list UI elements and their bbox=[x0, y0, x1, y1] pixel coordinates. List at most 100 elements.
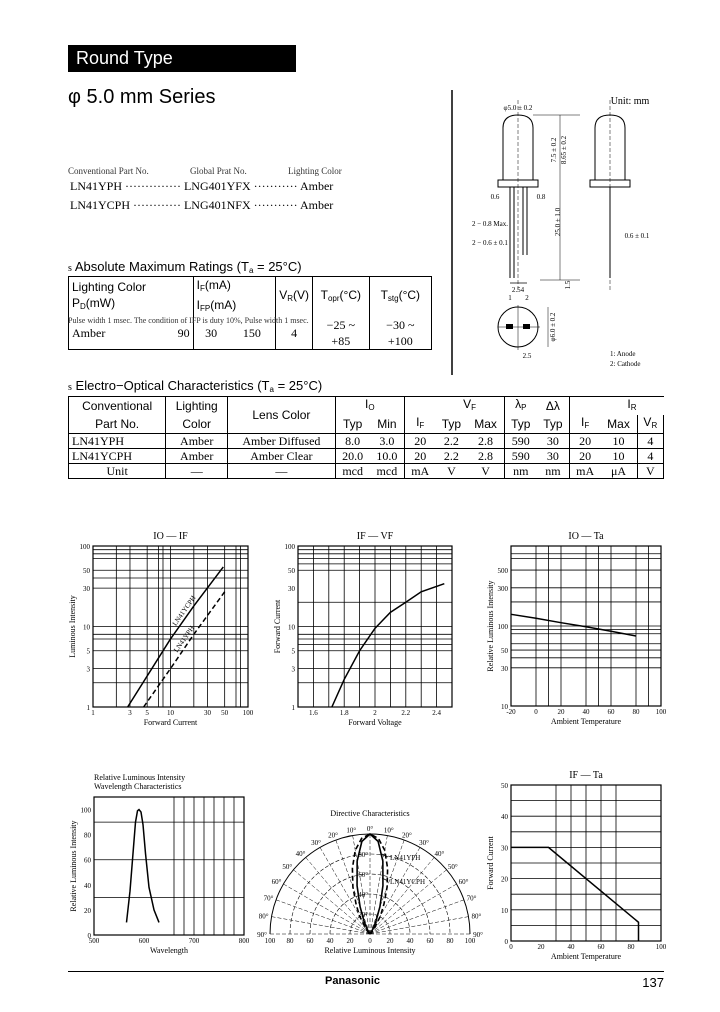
x-tick-label: 40 bbox=[568, 943, 576, 951]
cell: 10 bbox=[600, 448, 638, 464]
y-tick-label: 10 bbox=[288, 624, 296, 632]
y-tick-label: 60 bbox=[84, 857, 92, 865]
x-tick-label: 40 bbox=[407, 937, 415, 945]
global-part: LNG401YFX bbox=[183, 179, 251, 193]
x-tick-label: 60 bbox=[598, 943, 606, 951]
radius-label: 60° bbox=[358, 871, 368, 879]
cell: −25 ~ +85 bbox=[312, 317, 370, 350]
polar-spoke bbox=[369, 899, 465, 935]
y-tick-label: 20 bbox=[501, 876, 509, 884]
eo-row: LN41YPH Amber Amber Diffused 8.0 3.0 20 2.2 2.8… bbox=[67, 433, 665, 449]
x-tick-label: 3 bbox=[128, 709, 132, 717]
cell: 10.0 bbox=[369, 448, 405, 464]
series-lobe-LN41YCPH bbox=[356, 832, 384, 935]
x-tick-label: 2 bbox=[373, 709, 377, 717]
angle-label: 40° bbox=[296, 850, 306, 858]
angle-label: 30° bbox=[419, 839, 429, 847]
x-tick-label: 100 bbox=[656, 943, 667, 951]
angle-label: 0° bbox=[367, 825, 374, 833]
radius-label: 20° bbox=[358, 911, 368, 919]
unit-label: Unit: mm bbox=[611, 96, 650, 107]
y-tick-label: 50 bbox=[83, 567, 91, 575]
angle-label: 30° bbox=[311, 839, 321, 847]
cell: V bbox=[636, 463, 665, 479]
cell: 4 bbox=[636, 448, 665, 464]
cell: 590 bbox=[503, 433, 537, 449]
cell: −30 ~ +100 bbox=[368, 317, 433, 350]
x-tick-label: 80 bbox=[447, 937, 455, 945]
diameter-label: φ5.0 ± 0.2 bbox=[504, 104, 533, 112]
conv-part: LN41YPH bbox=[70, 179, 123, 193]
polar-spoke bbox=[369, 869, 447, 935]
global-part: LNG401NFX bbox=[183, 198, 251, 212]
lead-pad bbox=[506, 324, 513, 329]
lead-dim-label: 0.6 bbox=[491, 193, 500, 201]
polar-spoke bbox=[271, 916, 371, 935]
th: Max bbox=[607, 417, 630, 431]
cell: V bbox=[467, 463, 505, 479]
polar-spoke bbox=[369, 883, 457, 935]
abs-ratings-heading: s Absolute Maximum Ratings (Ta = 25°C) bbox=[68, 259, 302, 275]
x-axis-label: Forward Current bbox=[144, 718, 198, 727]
y-tick-label: 100 bbox=[80, 543, 91, 551]
abs-ratings-table: Lighting Color PD(mW) IF(mA) IFP(mA) VR(… bbox=[67, 276, 433, 350]
series-lobe-LN41YPH bbox=[351, 833, 389, 934]
x-tick-label: 40 bbox=[327, 937, 335, 945]
x-tick-label: 60 bbox=[307, 937, 315, 945]
x-tick-label: 0 bbox=[534, 708, 538, 716]
polar-spoke bbox=[319, 847, 371, 935]
series-line-0 bbox=[125, 808, 160, 923]
cell: 90 bbox=[153, 317, 194, 350]
angle-label: 80° bbox=[259, 913, 269, 921]
cell: Amber bbox=[165, 433, 229, 449]
th: Color bbox=[165, 415, 229, 434]
y-tick-label: 40 bbox=[501, 813, 509, 821]
cell: nm bbox=[503, 463, 537, 479]
lighting-color: Amber bbox=[299, 179, 334, 193]
x-tick-label: 50 bbox=[221, 709, 229, 717]
cell: 20 bbox=[568, 448, 601, 464]
th: λP bbox=[503, 396, 537, 415]
angle-label: 70° bbox=[264, 895, 274, 903]
page-title: φ 5.0 mm Series bbox=[68, 86, 216, 108]
polar-ring bbox=[309, 873, 431, 935]
x-tick-label: 100 bbox=[465, 937, 476, 945]
x-tick-label: 10 bbox=[167, 709, 175, 717]
height-label: 7.5 ± 0.2 bbox=[550, 137, 558, 162]
bullet: s bbox=[68, 263, 72, 274]
polar-spoke bbox=[369, 916, 469, 935]
x-tick-label: 100 bbox=[265, 937, 276, 945]
th: IF bbox=[403, 415, 436, 434]
y-tick-label: 20 bbox=[84, 907, 92, 915]
y-tick-label: 100 bbox=[81, 807, 92, 815]
polar-spoke bbox=[305, 857, 371, 935]
th: Part No. bbox=[67, 415, 167, 434]
x-tick-label: 80 bbox=[633, 708, 641, 716]
th: IR bbox=[600, 396, 664, 415]
x-tick-label: 20 bbox=[538, 943, 546, 951]
y-tick-label: 1 bbox=[292, 704, 296, 712]
x-axis-label: Ambient Temperature bbox=[551, 717, 622, 726]
th: Lens Color bbox=[227, 396, 336, 434]
parts-header-color: Lighting Color bbox=[288, 166, 342, 176]
angle-label: 50° bbox=[282, 863, 292, 871]
th: Typ bbox=[543, 417, 563, 431]
chart-title: Directive Characteristics bbox=[330, 809, 409, 818]
x-axis-label: Wavelength bbox=[150, 946, 188, 955]
x-tick-label: 1 bbox=[91, 709, 95, 717]
eo-table: Conventional Lighting Lens Color IO VF λ… bbox=[67, 396, 665, 479]
cell: 4 bbox=[636, 433, 665, 449]
x-tick-label: 30 bbox=[204, 709, 212, 717]
parts-header-global: Global Prat No. bbox=[190, 166, 247, 176]
polar-spoke bbox=[369, 835, 388, 935]
dim-label: 1.5 bbox=[564, 280, 572, 289]
th: VF bbox=[435, 396, 505, 415]
y-tick-label: 5 bbox=[292, 648, 296, 656]
cell: 20 bbox=[403, 448, 436, 464]
polar-spoke bbox=[369, 847, 421, 935]
angle-label: 40° bbox=[435, 850, 445, 858]
chart-title: IO — IF bbox=[153, 531, 188, 542]
th: IF(mA) IFP(mA) bbox=[192, 276, 277, 317]
x-tick-label: 80 bbox=[287, 937, 295, 945]
bullet: s bbox=[68, 382, 72, 393]
